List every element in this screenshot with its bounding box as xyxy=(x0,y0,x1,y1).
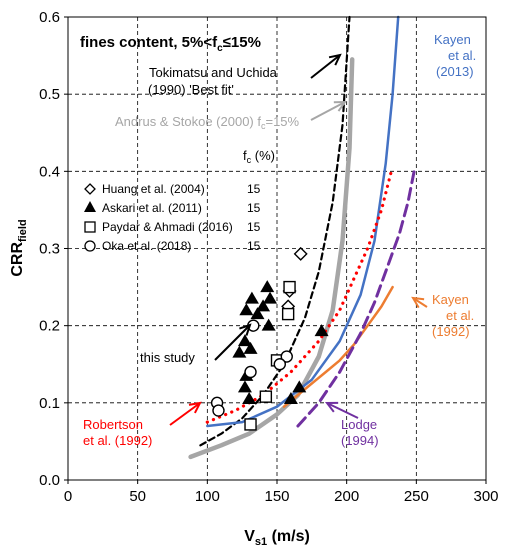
x-tick-label: 50 xyxy=(129,488,146,505)
y-tick-label: 0.6 xyxy=(39,9,60,26)
arrow-robertson-head xyxy=(188,401,202,414)
x-tick-label: 100 xyxy=(195,488,220,505)
legend: fc (%) Huang et al. (2004) 15 Askari et … xyxy=(84,148,275,253)
y-tick-label: 0.0 xyxy=(39,472,60,489)
point-triangle xyxy=(314,324,329,337)
point-triangle xyxy=(237,334,252,347)
arrow-robertson xyxy=(169,402,201,426)
annotation-kayen2013-line2: et al. xyxy=(448,48,476,63)
arrow-andrus-head xyxy=(333,100,347,112)
x-tick-label: 0 xyxy=(64,488,72,505)
annotation-kayen1992-line2: et al. xyxy=(446,308,474,323)
arrow-tokimatsu xyxy=(310,54,341,79)
x-tick-label: 250 xyxy=(404,488,429,505)
annotation-lodge-line2: (1994) xyxy=(341,433,379,448)
arrow-layer xyxy=(169,53,428,426)
point-triangle xyxy=(243,341,258,354)
legend-label-huang: Huang et al. (2004) xyxy=(102,182,205,196)
legend-fc-huang: 15 xyxy=(247,182,261,196)
arrow-lodge-head xyxy=(324,401,339,413)
y-tick-label: 0.3 xyxy=(39,241,60,258)
x-tick-label: 200 xyxy=(334,488,359,505)
point-triangle xyxy=(239,303,254,316)
point-triangle xyxy=(292,380,307,393)
annotation-tokimatsu-line1: Tokimatsu and Uchida xyxy=(149,65,278,80)
annotation-tokimatsu-line2: (1990) 'Best fit' xyxy=(148,82,234,97)
series-line-2 xyxy=(206,15,400,428)
y-tick-label: 0.5 xyxy=(39,86,60,103)
annotation-andrus: Andrus & Stokoe (2000) fc=15% xyxy=(115,114,300,131)
point-triangle xyxy=(242,391,257,404)
point-triangle xyxy=(256,299,271,312)
annotation-kayen1992-line3: (1992) xyxy=(432,324,470,339)
points-layer xyxy=(210,246,329,431)
y-tick-label: 0.1 xyxy=(39,395,60,412)
svg-text:CRRfield: CRRfield xyxy=(9,219,29,276)
point-square xyxy=(283,280,296,294)
legend-label-paydar: Paydar & Ahmadi (2016) xyxy=(102,220,233,234)
fines-content-header: fines content, 5%<fc≤15% xyxy=(80,34,261,54)
legend-fc-paydar: 15 xyxy=(247,220,261,234)
arrow-this-study xyxy=(214,324,251,361)
point-circle xyxy=(244,365,257,379)
series-line-5 xyxy=(296,166,417,428)
point-square xyxy=(244,418,257,431)
arrow-kayen1992-head xyxy=(411,296,425,309)
annotation-robertson-line2: et al. (1992) xyxy=(83,433,152,448)
arrow-lodge xyxy=(326,402,359,419)
point-square xyxy=(259,390,273,403)
series-line-1 xyxy=(188,57,355,460)
x-axis-title: Vs1 (m/s) xyxy=(244,528,310,548)
annotation-lodge-line1: Lodge xyxy=(341,417,377,432)
legend-marker-square-icon xyxy=(84,221,96,233)
point-triangle xyxy=(261,318,276,331)
point-circle xyxy=(273,358,286,371)
arrow-this-study-head xyxy=(239,323,252,336)
point-diamond xyxy=(293,246,308,261)
arrow-tokimatsu-head xyxy=(328,53,342,66)
series-layer xyxy=(188,15,417,460)
point-triangle xyxy=(232,345,247,358)
y-tick-label: 0.2 xyxy=(39,318,60,335)
legend-fc-oka: 15 xyxy=(247,239,261,253)
x-tick-label: 150 xyxy=(264,488,289,505)
point-triangle xyxy=(237,380,252,393)
point-triangle xyxy=(244,291,259,304)
annotation-kayen1992-line1: Kayen xyxy=(432,292,469,307)
y-tick-label: 0.4 xyxy=(39,163,60,180)
annotation-this-study: this study xyxy=(140,350,195,365)
tick-layer: 0 50 100 150 200 250 300 0.0 0.1 0.2 0.3 0.4 0.5 0.6 xyxy=(39,9,498,505)
point-circle xyxy=(280,350,293,363)
legend-label-askari: Askari et al. (2011) xyxy=(102,201,202,215)
legend-fc-header: fc (%) xyxy=(243,148,275,165)
point-triangle xyxy=(263,291,278,304)
point-circle xyxy=(212,404,225,417)
legend-marker-triangle-icon xyxy=(84,201,96,212)
legend-marker-diamond-icon xyxy=(84,183,96,195)
y-axis-title: CRRfield xyxy=(9,219,29,276)
arrow-andrus xyxy=(310,101,346,121)
x-tick-label: 300 xyxy=(473,488,498,505)
legend-marker-circle-icon xyxy=(84,240,96,252)
series-line-0 xyxy=(199,15,351,447)
point-square xyxy=(281,307,295,321)
legend-fc-askari: 15 xyxy=(247,201,261,215)
annotation-robertson-line1: Robertson xyxy=(83,417,143,432)
point-triangle xyxy=(250,307,265,320)
arrow-kayen1992 xyxy=(412,297,428,308)
point-triangle xyxy=(260,280,275,293)
annotation-kayen2013-line3: (2013) xyxy=(436,64,474,79)
legend-label-oka: Oka et al. (2018) xyxy=(102,239,191,253)
grid-layer xyxy=(68,17,486,480)
point-triangle xyxy=(283,391,298,404)
annotation-kayen2013-line1: Kayen xyxy=(434,32,471,47)
